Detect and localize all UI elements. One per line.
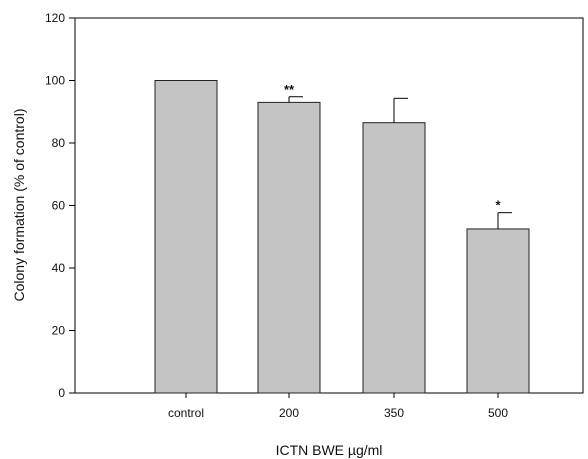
y-tick-label-20: 20 [52, 324, 66, 338]
bar-200 [257, 101, 321, 394]
x-tick-label-500: 500 [488, 406, 508, 420]
x-tick-label-control: control [168, 406, 204, 420]
y-tick-label-80: 80 [52, 136, 66, 150]
significance-layer: *** [284, 82, 502, 213]
bar-350 [362, 122, 426, 394]
bar-500 [466, 228, 530, 394]
significance-marker-500: * [495, 198, 501, 213]
y-axis: 0 20 40 60 80 100 120 [45, 11, 75, 400]
x-axis-title: ICTN BWE µg/ml [276, 442, 383, 458]
x-tick-label-350: 350 [384, 406, 404, 420]
bars-layer [154, 80, 530, 394]
y-tick-label-100: 100 [45, 74, 65, 88]
significance-marker-200: ** [284, 82, 295, 97]
y-tick-label-120: 120 [45, 11, 65, 25]
bar-control [154, 80, 218, 394]
y-axis-title: Colony formation (% of control) [11, 109, 27, 302]
error-bars-layer [288, 96, 512, 229]
x-axis: control 200 350 500 [168, 393, 508, 420]
y-tick-label-0: 0 [58, 386, 65, 400]
y-tick-label-40: 40 [52, 261, 66, 275]
y-tick-label-60: 60 [52, 199, 66, 213]
x-tick-label-200: 200 [279, 406, 299, 420]
